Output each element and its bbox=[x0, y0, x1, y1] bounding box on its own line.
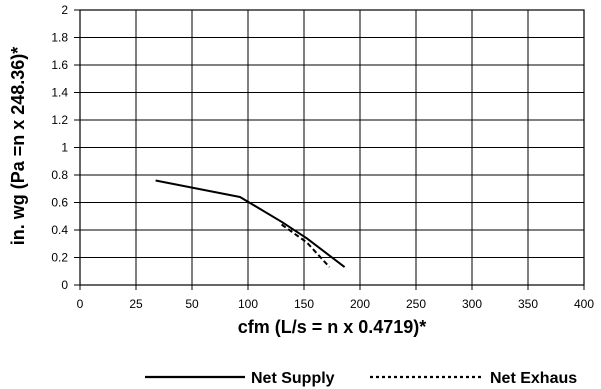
y-tick-label: 1 bbox=[61, 141, 68, 155]
y-tick-label: 0 bbox=[61, 278, 68, 292]
x-tick-label: 50 bbox=[185, 297, 199, 311]
x-tick-label: 200 bbox=[350, 297, 370, 311]
x-tick-label: 300 bbox=[462, 297, 482, 311]
x-tick-label: 350 bbox=[518, 297, 538, 311]
y-tick-labels: 0 0.2 0.4 0.6 0.8 1 1.2 1.4 1.6 1.8 2 bbox=[51, 3, 68, 292]
legend-label-net-exhaus: Net Exhaus bbox=[490, 370, 577, 387]
x-tick-label: 100 bbox=[238, 297, 258, 311]
y-tick-label: 0.8 bbox=[51, 168, 68, 182]
y-tick-label: 0.6 bbox=[51, 196, 68, 210]
y-tick-label: 2 bbox=[61, 3, 68, 17]
x-tick-label: 150 bbox=[294, 297, 314, 311]
series-line-net-supply bbox=[155, 179, 346, 268]
y-tick-label: 1.2 bbox=[51, 113, 68, 127]
y-tick-label: 1.6 bbox=[51, 58, 68, 72]
legend-label-net-supply: Net Supply bbox=[251, 370, 335, 387]
series-lines bbox=[155, 179, 346, 268]
y-axis-title: in. wg (Pa =n x 248.36)* bbox=[8, 47, 28, 246]
x-tick-labels: 0 25 50 100 150 200 250 300 350 400 bbox=[77, 297, 595, 311]
x-tick-label: 250 bbox=[406, 297, 426, 311]
axes bbox=[74, 9, 585, 290]
x-tick-label: 25 bbox=[129, 297, 143, 311]
y-tick-label: 1.8 bbox=[51, 31, 68, 45]
y-tick-label: 0.4 bbox=[51, 223, 68, 237]
x-tick-label: 400 bbox=[574, 297, 594, 311]
x-axis-title: cfm (L/s = n x 0.4719)* bbox=[238, 317, 427, 337]
x-tick-label: 0 bbox=[77, 297, 84, 311]
y-tick-label: 1.4 bbox=[51, 86, 68, 100]
series-line-net-exhaus bbox=[281, 223, 331, 268]
legend: Net Supply Net Exhaus bbox=[145, 370, 577, 387]
grid bbox=[79, 9, 585, 286]
y-tick-label: 0.2 bbox=[51, 251, 68, 265]
